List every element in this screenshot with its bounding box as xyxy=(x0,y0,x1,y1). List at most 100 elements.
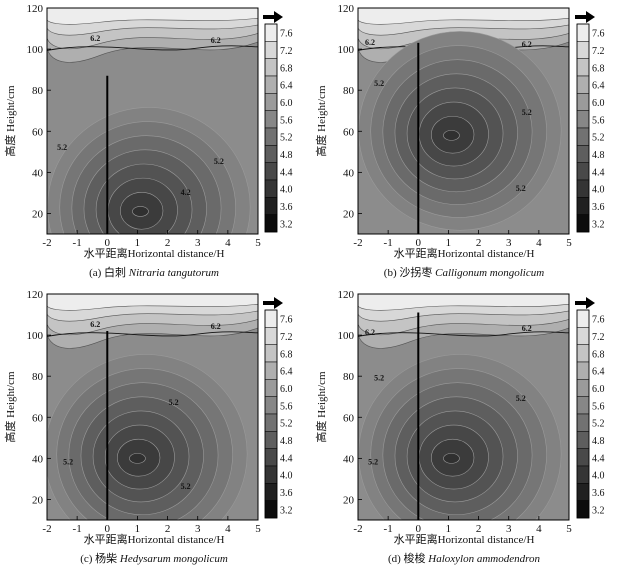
y-tick-label: 80 xyxy=(32,85,44,97)
x-tick-label: -2 xyxy=(353,523,362,535)
plot-frame xyxy=(46,7,259,235)
wind-direction-arrow-icon xyxy=(263,11,283,23)
y-tick-label: 40 xyxy=(343,453,355,465)
colorbar-tick-label: 6.4 xyxy=(592,81,605,92)
caption-prefix: (d) 梭梭 xyxy=(388,551,428,565)
colorbar-tick-label: 6.8 xyxy=(592,349,605,360)
caption-prefix: (a) 白刺 xyxy=(89,265,129,279)
contour-panel-3: 6.2 6.2 5.2 5.2 5.2 -2 -1 0 1 2 3 4 5 20 40 60 80 100 120 水… xyxy=(3,289,293,565)
colorbar-tick-label: 6.0 xyxy=(280,384,293,395)
y-tick-label: 100 xyxy=(338,330,355,342)
x-tick-label: 5 xyxy=(255,237,261,249)
colorbar-tick-label: 3.6 xyxy=(280,202,293,213)
contour-label: 6.2 xyxy=(211,36,221,45)
contour-panel-2: 6.2 6.2 5.2 5.2 5.2 -2 -1 0 1 2 3 4 5 20 40 60 80 100 120 水… xyxy=(314,3,605,279)
colorbar-tick-label: 5.2 xyxy=(592,133,605,144)
x-tick-label: 1 xyxy=(135,523,141,535)
y-tick-label: 60 xyxy=(343,412,355,424)
y-tick-label: 60 xyxy=(343,126,355,138)
low-speed-contour xyxy=(443,453,460,464)
colorbar-segment xyxy=(576,214,590,233)
caption-prefix: (b) 沙拐枣 xyxy=(384,265,435,279)
colorbar-tick-label: 7.6 xyxy=(280,315,293,326)
x-axis-label: 水平距离Horizontal distance/H xyxy=(84,246,225,260)
contour-label: 5.2 xyxy=(169,398,179,407)
colorbar-segment xyxy=(576,145,590,163)
wind-direction-arrow-icon xyxy=(575,297,595,309)
y-tick-label: 120 xyxy=(27,3,44,15)
x-tick-label: 4 xyxy=(536,523,542,535)
colorbar-tick-label: 4.8 xyxy=(592,436,605,447)
y-tick-label: 120 xyxy=(338,289,355,301)
contour-label: 6.2 xyxy=(365,328,375,337)
colorbar-tick-label: 5.6 xyxy=(280,115,293,126)
high-speed-band xyxy=(47,8,258,25)
x-tick-label: 3 xyxy=(195,237,201,249)
colorbar-segment xyxy=(576,197,590,215)
colorbar: 7.6 7.2 6.8 6.4 6.0 5.6 5.2 4.8 4.4 4.0 3.6 3.2 xyxy=(264,309,293,519)
colorbar-tick-label: 7.2 xyxy=(280,46,293,57)
colorbar-segment xyxy=(576,93,590,111)
x-tick-label: -2 xyxy=(42,523,51,535)
colorbar-tick-label: 3.2 xyxy=(592,219,605,230)
contour-panel-4: 6.2 6.2 5.2 5.2 5.2 -2 -1 0 1 2 3 4 5 20 40 60 80 100 120 水… xyxy=(314,289,605,565)
colorbar-segment xyxy=(576,465,590,484)
low-speed-contour xyxy=(443,130,460,141)
colorbar-tick-label: 4.8 xyxy=(280,436,293,447)
colorbar-tick-label: 5.2 xyxy=(592,419,605,430)
colorbar-tick-label: 5.6 xyxy=(280,401,293,412)
colorbar-tick-label: 3.6 xyxy=(592,202,605,213)
x-tick-label: 5 xyxy=(566,523,572,535)
colorbar-tick-label: 4.8 xyxy=(280,150,293,161)
x-tick-label: 4 xyxy=(225,237,231,249)
x-tick-label: 0 xyxy=(416,237,422,249)
plot-frame xyxy=(46,293,259,521)
x-tick-label: 1 xyxy=(135,237,141,249)
colorbar-tick-label: 6.8 xyxy=(280,349,293,360)
colorbar-segment xyxy=(264,179,278,198)
x-tick-label: 4 xyxy=(536,237,542,249)
colorbar: 7.6 7.2 6.8 6.4 6.0 5.6 5.2 4.8 4.4 4.0 3.6 3.2 xyxy=(576,23,605,233)
contour-line-6.2 xyxy=(47,45,258,51)
x-tick-label: -2 xyxy=(42,237,51,249)
colorbar: 7.6 7.2 6.8 6.4 6.0 5.6 5.2 4.8 4.4 4.0 3.6 3.2 xyxy=(264,23,293,233)
x-tick-label: 2 xyxy=(476,523,482,535)
colorbar-segment xyxy=(576,327,590,345)
x-tick-label: 5 xyxy=(255,523,261,535)
colorbar-tick-label: 6.8 xyxy=(592,63,605,74)
colorbar-segment xyxy=(576,379,590,397)
colorbar-segment xyxy=(264,127,278,146)
colorbar-segment xyxy=(264,58,278,77)
y-axis-label: 高度 Height/cm xyxy=(314,85,328,157)
contour-label: 5.2 xyxy=(57,143,67,152)
x-tick-label: 3 xyxy=(195,523,201,535)
contour-line-6.2 xyxy=(47,331,258,337)
colorbar-segment xyxy=(264,309,278,328)
high-speed-band xyxy=(358,8,569,25)
high-speed-band xyxy=(47,294,258,311)
colorbar-segment xyxy=(264,23,278,42)
panel-caption: (a) 白刺 Nitraria tangutorum xyxy=(89,265,219,279)
colorbar-segment xyxy=(264,75,278,94)
contour-label: 5.2 xyxy=(516,394,526,403)
y-tick-label: 40 xyxy=(343,167,355,179)
contour-label: 5.2 xyxy=(214,157,224,166)
x-tick-label: 0 xyxy=(416,523,422,535)
y-tick-label: 100 xyxy=(338,44,355,56)
contour-label: 6.2 xyxy=(522,40,532,49)
y-tick-label: 60 xyxy=(32,126,44,138)
colorbar-tick-label: 6.4 xyxy=(280,81,293,92)
colorbar-tick-label: 6.4 xyxy=(592,367,605,378)
colorbar-tick-label: 3.2 xyxy=(280,505,293,516)
x-tick-label: 5 xyxy=(566,237,572,249)
contour-label: 5.2 xyxy=(63,458,73,467)
colorbar-tick-label: 4.0 xyxy=(280,185,293,196)
colorbar-segment xyxy=(264,413,278,432)
x-tick-label: 1 xyxy=(446,237,452,249)
caption-species: Haloxylon ammodendron xyxy=(427,553,540,565)
colorbar-segment xyxy=(264,361,278,380)
colorbar-segment xyxy=(264,110,278,129)
y-axis-label: 高度 Height/cm xyxy=(3,371,17,443)
colorbar-segment xyxy=(264,162,278,181)
colorbar-frame xyxy=(264,23,278,233)
